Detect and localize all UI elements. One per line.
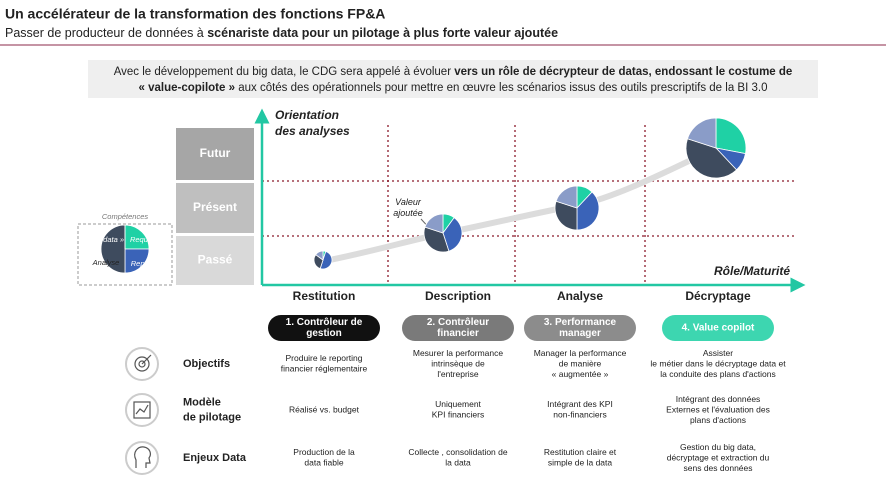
cell-text: data fiable xyxy=(304,458,343,468)
cell-text: KPI financiers xyxy=(432,410,484,420)
pie-slice xyxy=(100,224,126,274)
intro-line-part: « value-copilote » xyxy=(139,82,236,94)
cell-text: Mesurer la performance xyxy=(413,348,504,358)
cell-text: Intégrant des données xyxy=(676,394,761,404)
subtitle: Passer de producteur de données à scénar… xyxy=(5,26,558,40)
badge-label: 3. Performance xyxy=(544,317,617,328)
y-axis-label: des analyses xyxy=(275,124,350,138)
pie-slice xyxy=(686,117,717,149)
cell-text: intrinsèque de xyxy=(431,358,485,368)
level-box xyxy=(176,183,254,233)
level-box xyxy=(176,128,254,180)
cell-text: Externes et l'évaluation des xyxy=(666,404,770,414)
cell-text: Produire le reporting xyxy=(285,353,362,363)
stage-badge xyxy=(402,315,514,341)
legend-label: Reporting xyxy=(131,259,164,268)
badge-label: financier xyxy=(437,328,479,339)
pie-slice xyxy=(124,224,150,250)
pie-slice xyxy=(423,226,450,253)
badge-label: 1. Contrôleur de xyxy=(286,317,363,328)
stage-name: Restitution xyxy=(293,289,356,303)
level-label: Passé xyxy=(198,253,233,267)
cell-text: Collecte , consolidation de xyxy=(408,447,508,457)
row-label: Modèle xyxy=(183,396,221,408)
stage-name: Analyse xyxy=(557,289,603,303)
cell-text: Restitution claire et xyxy=(544,447,617,457)
intro-line-part: aux côtés des opérationnels pour mettre … xyxy=(235,82,767,94)
icons xyxy=(125,347,159,475)
pie-slice xyxy=(315,250,324,261)
legend-box xyxy=(77,223,173,286)
cell-text: non-financiers xyxy=(553,410,606,420)
legend-label: « Big data » xyxy=(84,235,124,244)
cell-text: la data xyxy=(445,458,471,468)
pie-slice xyxy=(715,117,747,155)
stage-badge xyxy=(662,315,774,341)
row-label: Objectifs xyxy=(183,358,230,370)
badge-label: 2. Contrôleur xyxy=(427,317,489,328)
x-axis-label: Rôle/Maturité xyxy=(714,264,790,278)
cell-text: Manager la performance xyxy=(534,348,627,358)
cell-text: Assister xyxy=(703,348,733,358)
pie-slice xyxy=(555,185,578,209)
title: Un accélérateur de la transformation des… xyxy=(5,6,385,22)
cell-text: financier réglementaire xyxy=(281,364,368,374)
stage-badge xyxy=(524,315,636,341)
intro-line-part: vers un rôle de décrypteur de datas, end… xyxy=(454,66,792,78)
pie-slice xyxy=(554,200,578,231)
cell-text: Gestion du big data, xyxy=(680,442,756,452)
cell-text: de manière xyxy=(559,358,602,368)
row-label: Enjeux Data xyxy=(183,452,247,464)
intro-line: « value-copilote » aux côtés des opérati… xyxy=(139,82,768,94)
level-label: Présent xyxy=(193,200,237,214)
legend-label: Analyse xyxy=(92,258,120,267)
cell-text: décryptage et extraction du xyxy=(667,452,770,462)
subtitle-part: scénariste data pour un pilotage à plus … xyxy=(207,26,558,40)
pie-slice xyxy=(442,217,463,252)
badge-label: manager xyxy=(559,328,601,339)
badge-label: 4. Value copilot xyxy=(682,323,755,334)
row-label: de pilotage xyxy=(183,411,241,423)
cell-text: l'entreprise xyxy=(437,369,479,379)
legend-title: Compétences xyxy=(102,212,149,221)
cell-text: la conduite des plans d'actions xyxy=(660,369,776,379)
cell-text: le métier dans le décryptage data et xyxy=(650,358,786,368)
cell-text: Uniquement xyxy=(435,399,481,409)
cell-text: simple de la data xyxy=(548,458,613,468)
intro-line-part: Avec le développement du big data, le CD… xyxy=(114,66,455,78)
intro-line: Avec le développement du big data, le CD… xyxy=(114,66,793,78)
pie-slice xyxy=(576,191,600,231)
pie-slice xyxy=(124,248,150,274)
legend-label: Requêtes xyxy=(130,235,162,244)
stage-badge xyxy=(268,315,380,341)
cell-text: plans d'actions xyxy=(690,415,746,425)
annotation: Valeur xyxy=(395,197,422,207)
pie-slice xyxy=(424,213,444,234)
annotation: ajoutée xyxy=(393,208,423,218)
level-box xyxy=(176,236,254,285)
grid xyxy=(262,125,795,285)
stage-name: Décryptage xyxy=(685,289,751,303)
y-axis-label: Orientation xyxy=(275,108,339,122)
cell-text: « augmentée » xyxy=(552,369,609,379)
badge-label: gestion xyxy=(306,328,342,339)
pie-slice xyxy=(319,250,333,270)
cell-text: Intégrant des KPI xyxy=(547,399,613,409)
stage-name: Description xyxy=(425,289,491,303)
pie-slice xyxy=(685,138,738,179)
level-label: Futur xyxy=(200,146,231,160)
cell-text: Production de la xyxy=(293,447,355,457)
subtitle-part: Passer de producteur de données à xyxy=(5,26,207,40)
cell-text: Réalisé vs. budget xyxy=(289,404,360,414)
intro-box xyxy=(88,60,818,98)
value-curve xyxy=(317,145,719,265)
cell-text: sens des données xyxy=(684,463,753,473)
